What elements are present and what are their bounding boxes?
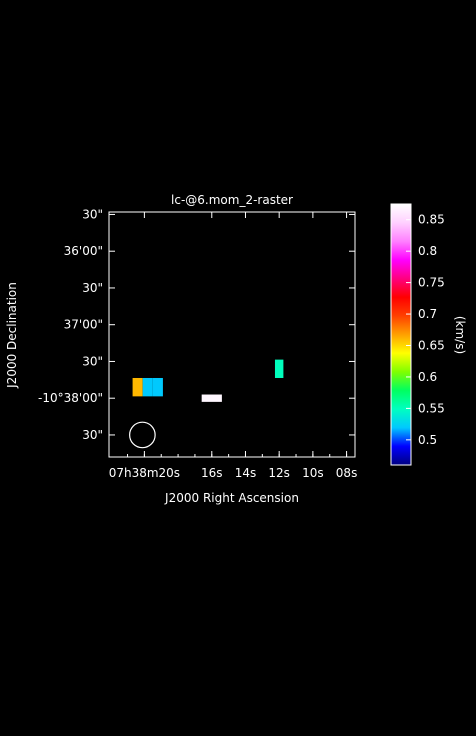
colorbar-tick-label: 0.7: [418, 307, 437, 321]
raster-pixels: [132, 359, 284, 402]
colorbar-tick-label: 0.65: [418, 339, 445, 353]
colorbar-tick-label: 0.75: [418, 276, 445, 290]
colorbar: [390, 203, 412, 466]
y-tick-label: 37'00": [64, 318, 103, 332]
colorbar-tick-label: 0.5: [418, 433, 437, 447]
x-tick-label: 16s: [201, 466, 223, 480]
y-tick-label: 30": [82, 207, 103, 221]
x-tick-label: 10s: [302, 466, 324, 480]
colorbar-tick-label: 0.8: [418, 244, 437, 258]
y-axis-ticks: 30" 36'00" 30" 37'00" 30" -10°38'00" 30": [38, 207, 355, 442]
colorbar-label: (km/s): [453, 316, 467, 354]
y-axis-label: J2000 Declination: [5, 282, 19, 389]
beam-circle: [129, 421, 156, 449]
y-tick-label: 30": [82, 428, 103, 442]
x-axis-ticks: 07h38m20s 16s 14s 12s 10s 08s: [109, 212, 358, 480]
x-tick-label: 08s: [336, 466, 358, 480]
colorbar-tick-label: 0.85: [418, 213, 445, 227]
y-tick-label: 30": [82, 354, 103, 368]
x-tick-label: 14s: [235, 466, 257, 480]
y-tick-label: 36'00": [64, 244, 103, 258]
colorbar-tick-label: 0.55: [418, 401, 445, 415]
x-tick-label: 12s: [268, 466, 290, 480]
x-tick-label: 07h38m20s: [109, 466, 180, 480]
beam-ellipse: [129, 421, 156, 449]
colorbar-tick-label: 0.6: [418, 370, 437, 384]
raster-pixel: [274, 359, 284, 378]
raster-pixel: [142, 377, 153, 397]
plot-frame: [108, 211, 356, 458]
chart-title: lc-@6.mom_2-raster: [171, 193, 293, 207]
colorbar-ticks: 0.5 0.55 0.6 0.65 0.7 0.75 0.8 0.85: [406, 213, 445, 447]
y-tick-label: 30": [82, 281, 103, 295]
y-tick-label: -10°38'00": [38, 391, 103, 405]
raster-pixel: [152, 377, 163, 397]
raster-pixel: [132, 377, 143, 397]
x-axis-label: J2000 Right Ascension: [164, 491, 299, 505]
raster-pixel: [201, 394, 222, 402]
